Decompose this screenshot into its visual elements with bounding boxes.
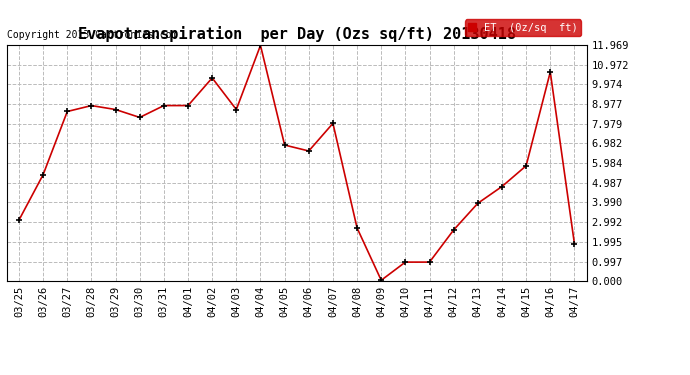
Text: Copyright 2013 Cartronics.com: Copyright 2013 Cartronics.com [7, 30, 177, 40]
Legend: ET  (0z/sq  ft): ET (0z/sq ft) [464, 20, 581, 36]
Title: Evapotranspiration  per Day (Ozs sq/ft) 20130418: Evapotranspiration per Day (Ozs sq/ft) 2… [78, 27, 515, 42]
